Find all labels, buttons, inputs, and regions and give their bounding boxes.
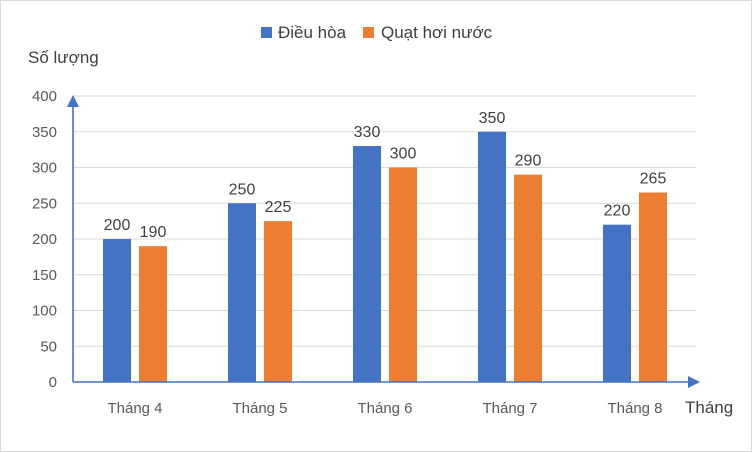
bar xyxy=(603,224,631,382)
bar xyxy=(478,131,506,382)
data-label: 190 xyxy=(140,224,167,241)
gridlines xyxy=(73,95,696,347)
y-axis-arrow xyxy=(67,95,79,107)
x-tick-label: Tháng 8 xyxy=(607,400,662,417)
bar xyxy=(139,246,167,382)
legend: Điều hòa Quạt hơi nước xyxy=(261,23,493,42)
data-label: 265 xyxy=(640,171,667,188)
bar xyxy=(228,203,256,382)
data-label: 290 xyxy=(515,153,542,170)
x-tick-label: Tháng 6 xyxy=(357,400,412,417)
y-tick-label: 50 xyxy=(40,338,57,355)
x-axis-title: Tháng xyxy=(685,398,733,417)
bar xyxy=(264,221,292,382)
x-tick-label: Tháng 5 xyxy=(232,400,287,417)
bars xyxy=(103,131,667,382)
y-tick-label: 300 xyxy=(32,160,57,177)
bar xyxy=(389,167,417,382)
x-axis-arrow xyxy=(688,376,700,388)
data-label: 220 xyxy=(604,203,631,220)
y-tick-label: 250 xyxy=(32,195,57,212)
data-label: 250 xyxy=(229,181,256,198)
x-tick-labels: Tháng 4 Tháng 5 Tháng 6 Tháng 7 Tháng 8 xyxy=(107,400,662,417)
bar xyxy=(353,146,381,382)
axes xyxy=(67,95,700,388)
y-tick-label: 350 xyxy=(32,124,57,141)
legend-label-dieu-hoa: Điều hòa xyxy=(278,23,347,42)
bar xyxy=(103,239,131,382)
data-label: 350 xyxy=(479,110,506,127)
x-tick-label: Tháng 7 xyxy=(482,400,537,417)
bar xyxy=(639,192,667,382)
data-label: 330 xyxy=(354,124,381,141)
y-tick-label: 200 xyxy=(32,231,57,248)
y-axis-title: Số lượng xyxy=(28,48,99,67)
legend-swatch-quat-hoi-nuoc xyxy=(363,27,374,38)
legend-label-quat-hoi-nuoc: Quạt hơi nước xyxy=(381,23,493,42)
legend-swatch-dieu-hoa xyxy=(261,27,272,38)
data-label: 225 xyxy=(265,199,292,216)
y-tick-label: 100 xyxy=(32,303,57,320)
x-tick-label: Tháng 4 xyxy=(107,400,162,417)
data-label: 300 xyxy=(390,146,417,163)
data-labels: 200 190 250 225 330 300 350 290 220 265 xyxy=(104,110,667,241)
y-tick-label: 150 xyxy=(32,267,57,284)
bar xyxy=(514,174,542,382)
data-label: 200 xyxy=(104,217,131,234)
y-tick-label: 400 xyxy=(32,88,57,105)
y-tick-labels: 0 50 100 150 200 250 300 350 400 xyxy=(32,88,57,391)
y-tick-label: 0 xyxy=(49,374,57,391)
